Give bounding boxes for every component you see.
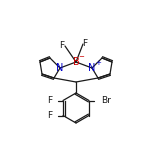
Text: −: − (78, 54, 84, 60)
Text: F: F (47, 96, 52, 105)
Text: N: N (88, 63, 96, 73)
Text: F: F (59, 41, 65, 50)
Text: Br: Br (101, 96, 111, 105)
Text: N: N (56, 63, 64, 73)
Text: B: B (73, 57, 79, 67)
Text: F: F (47, 111, 52, 120)
Text: +: + (95, 60, 101, 66)
Text: F: F (82, 40, 88, 48)
